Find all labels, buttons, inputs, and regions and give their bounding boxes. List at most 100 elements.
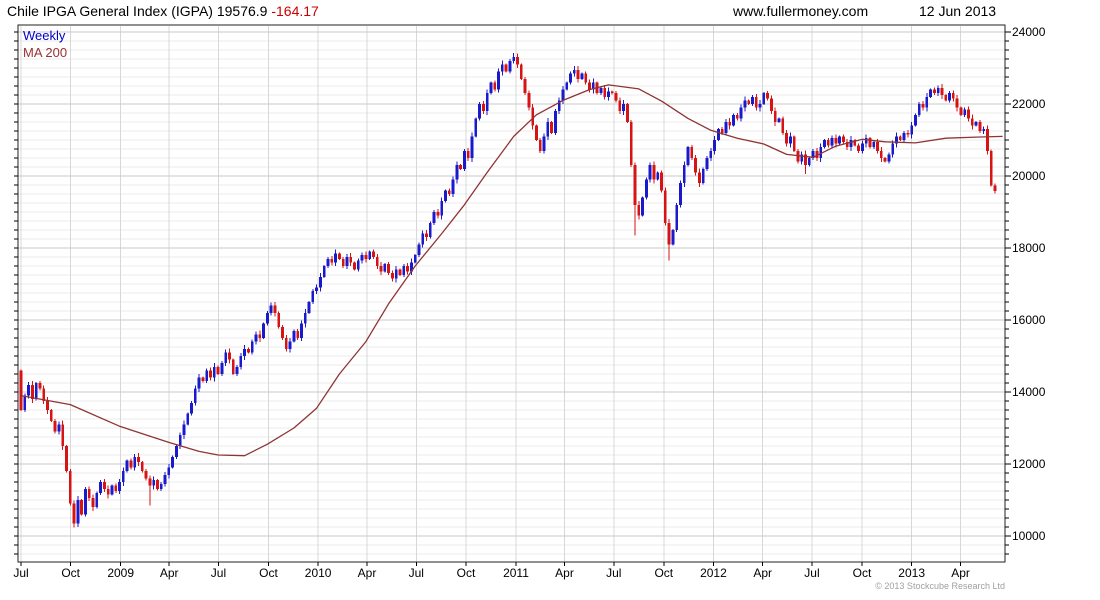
candle-up xyxy=(224,352,228,364)
candle-up xyxy=(84,489,87,515)
y-axis-tick-label: 18000 xyxy=(1012,241,1046,255)
candle-down xyxy=(216,366,220,374)
candle-down xyxy=(375,257,379,266)
candle-up xyxy=(929,89,932,97)
x-axis-tick-label: Jul xyxy=(409,566,424,580)
candle-down xyxy=(845,141,849,148)
candle-up xyxy=(186,413,190,425)
candle-up xyxy=(152,480,156,486)
candle-up xyxy=(701,168,705,184)
candle-up xyxy=(428,222,432,238)
major-gridlines xyxy=(18,31,1005,537)
x-axis-tick-label: 2009 xyxy=(107,566,134,580)
candle-up xyxy=(675,204,679,230)
candle-down xyxy=(91,498,95,508)
candle-up xyxy=(732,114,735,126)
candle-down xyxy=(652,165,656,180)
candle-up xyxy=(565,82,569,90)
candle-up xyxy=(936,87,940,94)
x-axis-tick-label: Apr xyxy=(753,566,772,580)
candle-up xyxy=(902,132,906,140)
candle-up xyxy=(788,136,792,144)
candle-up xyxy=(212,366,216,378)
candle-down xyxy=(337,253,341,259)
candle-up xyxy=(553,111,557,133)
candle-up xyxy=(125,460,129,472)
y-axis-tick-label: 24000 xyxy=(1012,25,1046,39)
candle-up xyxy=(417,244,421,256)
candle-up xyxy=(849,140,853,148)
candle-down xyxy=(87,489,91,499)
candle-down xyxy=(258,334,262,338)
candle-up xyxy=(830,138,834,146)
x-axis-tick-label: Apr xyxy=(555,566,574,580)
candle-down xyxy=(209,370,212,378)
candle-down xyxy=(61,424,65,446)
candles-layer xyxy=(19,52,997,528)
candle-down xyxy=(781,118,785,133)
candle-up xyxy=(948,93,951,101)
candle-down xyxy=(959,107,963,115)
candle-up xyxy=(500,64,504,72)
candle-down xyxy=(106,489,110,495)
x-axis-tick-label: Oct xyxy=(457,566,476,580)
candle-up xyxy=(758,104,762,108)
candle-up xyxy=(23,395,27,410)
candle-down xyxy=(372,251,375,257)
candle-down xyxy=(770,98,773,112)
candle-up xyxy=(178,435,182,446)
candle-down xyxy=(102,482,106,490)
candle-up xyxy=(413,255,417,263)
candle-up xyxy=(591,82,595,90)
candle-up xyxy=(27,384,30,396)
candle-down xyxy=(804,154,807,166)
candle-up xyxy=(167,467,171,475)
candle-down xyxy=(588,82,591,90)
candle-down xyxy=(792,136,796,151)
x-axis-tick-label: Oct xyxy=(61,566,80,580)
candle-up xyxy=(599,87,603,94)
fullermoney-url: www.fullermoney.com xyxy=(733,3,869,19)
candle-down xyxy=(341,258,345,266)
candle-up xyxy=(121,471,125,482)
candle-up xyxy=(724,122,728,133)
candle-down xyxy=(694,158,698,173)
candle-down xyxy=(614,93,618,101)
x-axis-tick-label: 2010 xyxy=(305,566,332,580)
candle-up xyxy=(250,341,254,353)
candle-down xyxy=(868,138,872,148)
candle-up xyxy=(671,230,675,245)
candle-down xyxy=(38,383,42,389)
y-axis-tick-label: 22000 xyxy=(1012,97,1046,111)
ma200-legend-label: MA 200 xyxy=(23,45,68,60)
candle-up xyxy=(895,136,898,144)
candle-down xyxy=(516,57,519,65)
candle-down xyxy=(519,64,523,79)
candle-down xyxy=(754,96,758,108)
candle-down xyxy=(523,78,527,94)
x-axis-tick-label: Jul xyxy=(804,566,819,580)
candle-up xyxy=(580,73,584,79)
candle-down xyxy=(425,233,428,238)
candle-down xyxy=(447,190,451,194)
candle-up xyxy=(254,334,258,342)
candle-up xyxy=(174,446,178,457)
candle-down xyxy=(629,122,633,166)
candle-down xyxy=(481,104,485,112)
candle-down xyxy=(785,132,788,144)
candle-up xyxy=(265,312,269,324)
candle-up xyxy=(474,118,478,137)
candle-down xyxy=(932,89,936,94)
candle-down xyxy=(940,87,944,95)
candle-up xyxy=(641,197,644,216)
candle-up xyxy=(463,150,466,169)
candle-up xyxy=(622,104,626,112)
candle-down xyxy=(65,446,68,472)
candle-up xyxy=(303,312,307,324)
candle-down xyxy=(576,69,580,79)
x-axis-tick-label: Oct xyxy=(853,566,872,580)
candle-up xyxy=(171,456,174,468)
candle-down xyxy=(610,91,614,94)
